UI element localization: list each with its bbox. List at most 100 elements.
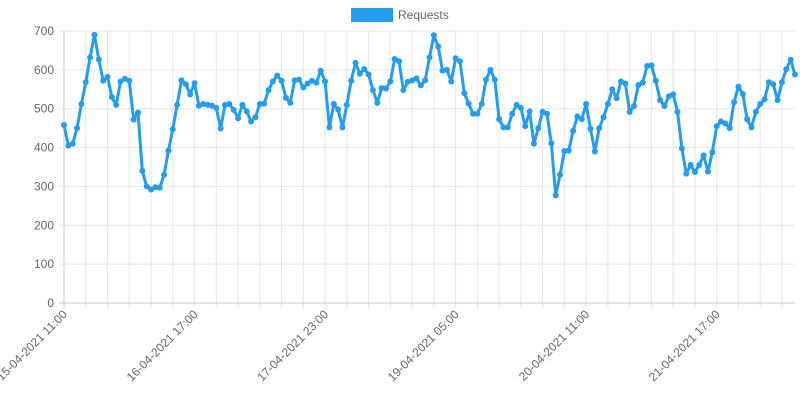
data-point[interactable] <box>774 97 781 104</box>
data-point[interactable] <box>69 140 76 147</box>
data-point[interactable] <box>117 78 124 85</box>
data-point[interactable] <box>778 79 785 86</box>
data-point[interactable] <box>113 101 120 108</box>
data-point[interactable] <box>339 124 346 131</box>
data-point[interactable] <box>274 72 281 79</box>
data-point[interactable] <box>382 85 389 92</box>
data-point[interactable] <box>456 58 463 65</box>
data-point[interactable] <box>700 152 707 159</box>
data-point[interactable] <box>578 116 585 123</box>
data-point[interactable] <box>356 70 363 77</box>
data-point[interactable] <box>661 102 668 109</box>
data-point[interactable] <box>639 79 646 86</box>
data-point[interactable] <box>265 87 272 94</box>
data-point[interactable] <box>143 183 150 190</box>
data-point[interactable] <box>187 91 194 98</box>
data-point[interactable] <box>443 66 450 73</box>
data-point[interactable] <box>256 101 263 108</box>
data-point[interactable] <box>78 101 85 108</box>
data-point[interactable] <box>752 108 759 115</box>
data-point[interactable] <box>330 101 337 108</box>
data-point[interactable] <box>235 115 242 122</box>
data-point[interactable] <box>504 124 511 131</box>
data-point[interactable] <box>400 87 407 94</box>
data-point[interactable] <box>261 100 268 107</box>
data-point[interactable] <box>213 104 220 111</box>
data-point[interactable] <box>670 91 677 98</box>
data-point[interactable] <box>509 110 516 117</box>
data-point[interactable] <box>134 109 141 116</box>
data-point[interactable] <box>713 123 720 130</box>
data-point[interactable] <box>474 110 481 117</box>
data-point[interactable] <box>126 77 133 84</box>
data-point[interactable] <box>687 162 694 169</box>
data-point[interactable] <box>182 81 189 88</box>
data-point[interactable] <box>574 113 581 120</box>
data-point[interactable] <box>191 80 198 87</box>
data-point[interactable] <box>465 100 472 107</box>
data-point[interactable] <box>678 145 685 152</box>
data-point[interactable] <box>561 148 568 155</box>
data-point[interactable] <box>448 78 455 85</box>
data-point[interactable] <box>600 114 607 121</box>
data-point[interactable] <box>513 101 520 108</box>
data-point[interactable] <box>696 162 703 169</box>
data-point[interactable] <box>470 110 477 117</box>
data-point[interactable] <box>496 116 503 123</box>
data-point[interactable] <box>757 101 764 108</box>
data-point[interactable] <box>722 120 729 127</box>
data-point[interactable] <box>139 167 146 174</box>
data-point[interactable] <box>609 86 616 93</box>
data-point[interactable] <box>548 140 555 147</box>
data-point[interactable] <box>269 78 276 85</box>
data-point[interactable] <box>557 171 564 178</box>
data-point[interactable] <box>226 101 233 108</box>
data-point[interactable] <box>248 118 255 125</box>
data-point[interactable] <box>726 125 733 132</box>
data-point[interactable] <box>683 170 690 177</box>
data-point[interactable] <box>300 84 307 91</box>
data-point[interactable] <box>591 148 598 155</box>
data-point[interactable] <box>326 124 333 131</box>
data-point[interactable] <box>491 76 498 83</box>
data-point[interactable] <box>295 76 302 83</box>
data-point[interactable] <box>230 106 237 113</box>
data-point[interactable] <box>517 104 524 111</box>
data-point[interactable] <box>278 77 285 84</box>
data-point[interactable] <box>108 94 115 101</box>
data-point[interactable] <box>152 184 159 191</box>
data-point[interactable] <box>626 108 633 115</box>
data-point[interactable] <box>587 125 594 132</box>
data-point[interactable] <box>435 43 442 50</box>
data-point[interactable] <box>396 58 403 65</box>
data-point[interactable] <box>648 62 655 69</box>
data-point[interactable] <box>596 125 603 132</box>
data-point[interactable] <box>792 71 798 78</box>
data-point[interactable] <box>374 99 381 106</box>
data-point[interactable] <box>770 81 777 88</box>
data-point[interactable] <box>530 140 537 147</box>
data-point[interactable] <box>526 108 533 115</box>
data-point[interactable] <box>787 56 794 63</box>
data-point[interactable] <box>461 90 468 97</box>
data-point[interactable] <box>483 76 490 83</box>
data-point[interactable] <box>704 168 711 175</box>
data-point[interactable] <box>452 55 459 62</box>
data-point[interactable] <box>369 87 376 94</box>
data-point[interactable] <box>335 106 342 113</box>
data-point[interactable] <box>61 122 67 129</box>
data-point[interactable] <box>169 126 176 133</box>
data-point[interactable] <box>731 99 738 106</box>
data-point[interactable] <box>352 59 359 66</box>
data-point[interactable] <box>91 31 98 38</box>
data-point[interactable] <box>583 101 590 108</box>
data-point[interactable] <box>535 125 542 132</box>
data-point[interactable] <box>317 67 324 74</box>
data-point[interactable] <box>761 96 768 103</box>
data-point[interactable] <box>487 66 494 73</box>
data-point[interactable] <box>413 75 420 82</box>
data-point[interactable] <box>104 73 111 80</box>
data-point[interactable] <box>348 77 355 84</box>
data-point[interactable] <box>378 85 385 92</box>
data-point[interactable] <box>130 116 137 123</box>
